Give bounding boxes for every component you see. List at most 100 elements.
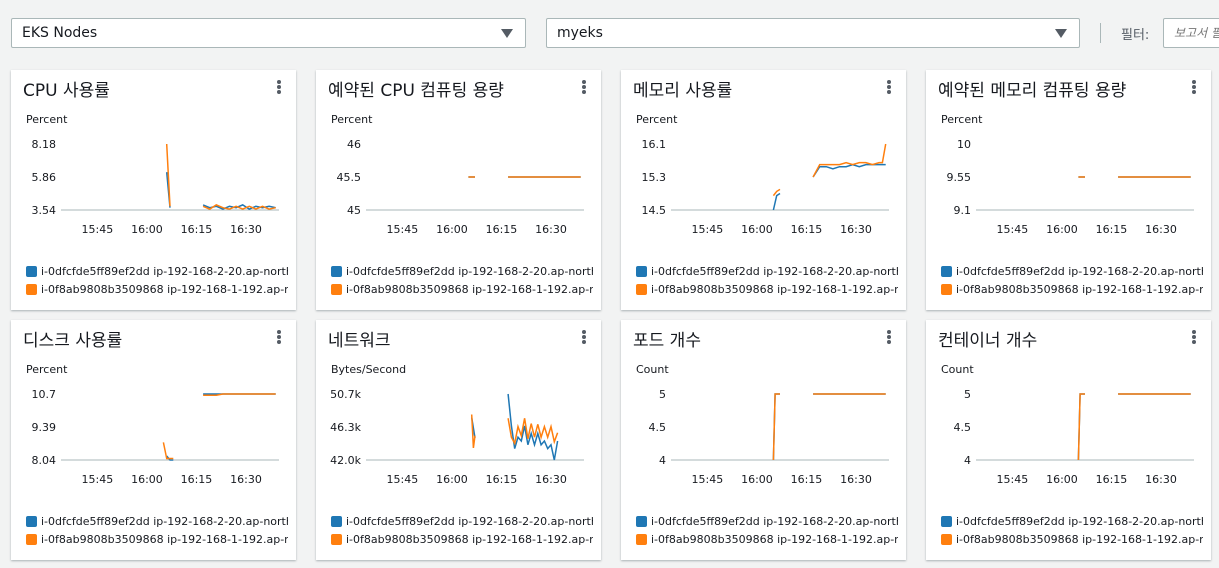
dashboard-toolbar: EKS Nodes myeks 필터: <box>0 0 1219 64</box>
legend-item[interactable]: i-0dfcfde5ff89ef2dd ip-192-168-2-20.ap-n… <box>26 513 288 531</box>
legend-item[interactable]: i-0f8ab9808b3509868 ip-192-168-1-192.ap-… <box>331 531 593 549</box>
legend-swatch <box>331 284 342 295</box>
cluster-select[interactable]: myeks <box>546 18 1080 48</box>
legend-swatch <box>636 516 647 527</box>
x-tick-label: 16:30 <box>1145 473 1177 486</box>
line-chart: 5 4.5 4 15:45 16:00 16:15 16:30 <box>649 388 889 486</box>
legend-swatch <box>26 284 37 295</box>
y-tick-label: 46 <box>347 138 361 151</box>
x-tick-label: 16:15 <box>791 223 823 236</box>
x-tick-label: 16:00 <box>131 223 163 236</box>
legend-label: i-0dfcfde5ff89ef2dd ip-192-168-2-20.ap-n… <box>346 515 593 528</box>
legend-label: i-0dfcfde5ff89ef2dd ip-192-168-2-20.ap-n… <box>41 265 288 278</box>
y-tick-label: 4 <box>659 454 666 467</box>
series-line-2 <box>165 143 276 210</box>
metric-widget: 예약된 CPU 컴퓨팅 용량 Percent 46 45.5 45 15:45 16:00 1… <box>316 70 601 310</box>
metric-widget: 컨테이너 개수 Count 5 4.5 4 15:45 16:00 16:15 16:30 i-0… <box>926 320 1211 560</box>
line-chart: 10 9.55 9.1 15:45 16:00 16:15 16:30 <box>947 138 1194 236</box>
x-tick-label: 16:30 <box>840 223 872 236</box>
metric-widget: 네트워크 Bytes/Second 50.7k 46.3k 42.0k 15:45 16:0… <box>316 320 601 560</box>
legend-label: i-0f8ab9808b3509868 ip-192-168-1-192.ap-… <box>346 533 593 546</box>
filter-label: 필터: <box>1121 28 1150 43</box>
legend-swatch <box>26 516 37 527</box>
filter-input[interactable] <box>1163 18 1219 48</box>
x-tick-label: 16:00 <box>741 223 773 236</box>
legend-swatch <box>26 534 37 545</box>
series-line-2 <box>1077 393 1191 461</box>
x-tick-label: 15:45 <box>387 223 419 236</box>
legend-item[interactable]: i-0f8ab9808b3509868 ip-192-168-1-192.ap-… <box>26 531 288 549</box>
line-chart: 16.1 15.3 14.5 15:45 16:00 16:15 16:30 <box>642 138 889 236</box>
widget-title: 예약된 메모리 컴퓨팅 용량 <box>938 81 1127 101</box>
line-chart: 5 4.5 4 15:45 16:00 16:15 16:30 <box>954 388 1194 486</box>
legend-item[interactable]: i-0f8ab9808b3509868 ip-192-168-1-192.ap-… <box>636 281 898 299</box>
legend-item[interactable]: i-0dfcfde5ff89ef2dd ip-192-168-2-20.ap-n… <box>331 263 593 281</box>
x-tick-label: 16:15 <box>181 473 213 486</box>
series-line-1 <box>166 393 276 461</box>
y-tick-label: 50.7k <box>330 388 361 401</box>
legend-label: i-0f8ab9808b3509868 ip-192-168-1-192.ap-… <box>651 283 898 296</box>
y-tick-label: 42.0k <box>330 454 361 467</box>
legend-item[interactable]: i-0dfcfde5ff89ef2dd ip-192-168-2-20.ap-n… <box>331 513 593 531</box>
line-chart: 10.7 9.39 8.04 15:45 16:00 16:15 16:30 <box>32 388 279 486</box>
legend-item[interactable]: i-0f8ab9808b3509868 ip-192-168-1-192.ap-… <box>331 281 593 299</box>
legend-item[interactable]: i-0dfcfde5ff89ef2dd ip-192-168-2-20.ap-n… <box>941 263 1203 281</box>
series-line-2 <box>470 414 559 448</box>
chevron-down-icon <box>501 29 513 38</box>
series-line-2 <box>772 393 886 461</box>
legend-label: i-0dfcfde5ff89ef2dd ip-192-168-2-20.ap-n… <box>651 515 898 528</box>
x-tick-label: 16:30 <box>535 473 567 486</box>
metric-view-select[interactable]: EKS Nodes <box>11 18 526 48</box>
more-actions-icon[interactable] <box>276 330 282 344</box>
series-line-1 <box>772 163 886 211</box>
x-tick-label: 16:00 <box>1046 223 1078 236</box>
more-actions-icon[interactable] <box>581 80 587 94</box>
x-tick-label: 16:15 <box>1096 223 1128 236</box>
legend-label: i-0dfcfde5ff89ef2dd ip-192-168-2-20.ap-n… <box>651 265 898 278</box>
legend-swatch <box>331 266 342 277</box>
legend-item[interactable]: i-0f8ab9808b3509868 ip-192-168-1-192.ap-… <box>26 281 288 299</box>
legend-item[interactable]: i-0f8ab9808b3509868 ip-192-168-1-192.ap-… <box>636 531 898 549</box>
more-actions-icon[interactable] <box>581 330 587 344</box>
y-tick-label: 5 <box>964 388 971 401</box>
y-tick-label: 4 <box>964 454 971 467</box>
more-actions-icon[interactable] <box>276 80 282 94</box>
widget-title: 포드 개수 <box>633 331 701 351</box>
x-tick-label: 15:45 <box>997 473 1029 486</box>
metric-widget: 메모리 사용률 Percent 16.1 15.3 14.5 15:45 16:00 16:1… <box>621 70 906 310</box>
x-tick-label: 16:15 <box>1096 473 1128 486</box>
legend-item[interactable]: i-0f8ab9808b3509868 ip-192-168-1-192.ap-… <box>941 281 1203 299</box>
y-tick-label: 8.04 <box>32 454 57 467</box>
x-tick-label: 16:15 <box>486 473 518 486</box>
y-tick-label: 9.39 <box>32 421 57 434</box>
legend-swatch <box>636 266 647 277</box>
legend-item[interactable]: i-0dfcfde5ff89ef2dd ip-192-168-2-20.ap-n… <box>636 263 898 281</box>
y-tick-label: 46.3k <box>330 421 361 434</box>
legend-swatch <box>331 516 342 527</box>
cluster-select-value: myeks <box>557 25 603 41</box>
line-chart: 8.18 5.86 3.54 15:45 16:00 16:15 16:30 <box>32 138 279 236</box>
x-tick-label: 15:45 <box>387 473 419 486</box>
legend-item[interactable]: i-0f8ab9808b3509868 ip-192-168-1-192.ap-… <box>941 531 1203 549</box>
series-line-2 <box>772 143 887 197</box>
x-tick-label: 16:00 <box>131 473 163 486</box>
chevron-down-icon <box>1055 29 1067 38</box>
more-actions-icon[interactable] <box>886 330 892 344</box>
x-tick-label: 16:00 <box>436 223 468 236</box>
more-actions-icon[interactable] <box>886 80 892 94</box>
x-tick-label: 16:30 <box>840 473 872 486</box>
legend-item[interactable]: i-0dfcfde5ff89ef2dd ip-192-168-2-20.ap-n… <box>26 263 288 281</box>
chart-legend: i-0dfcfde5ff89ef2dd ip-192-168-2-20.ap-n… <box>331 263 593 299</box>
more-actions-icon[interactable] <box>1191 330 1197 344</box>
more-actions-icon[interactable] <box>1191 80 1197 94</box>
y-tick-label: 45 <box>347 204 361 217</box>
legend-swatch <box>941 534 952 545</box>
y-tick-label: 4.5 <box>954 421 972 434</box>
legend-item[interactable]: i-0dfcfde5ff89ef2dd ip-192-168-2-20.ap-n… <box>941 513 1203 531</box>
legend-label: i-0dfcfde5ff89ef2dd ip-192-168-2-20.ap-n… <box>956 265 1203 278</box>
legend-swatch <box>26 266 37 277</box>
legend-swatch <box>636 284 647 295</box>
y-tick-label: 45.5 <box>337 171 362 184</box>
legend-item[interactable]: i-0dfcfde5ff89ef2dd ip-192-168-2-20.ap-n… <box>636 513 898 531</box>
y-tick-label: 14.5 <box>642 204 667 217</box>
